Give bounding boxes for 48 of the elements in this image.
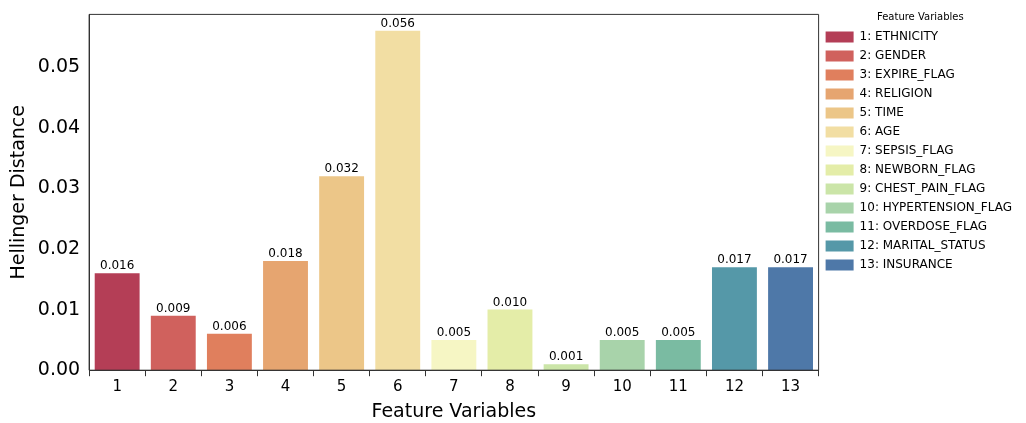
data-label: 0.017	[717, 252, 752, 267]
legend-label: 2: GENDER	[859, 48, 927, 63]
data-label: 0.009	[156, 300, 191, 315]
y-tick-label: 0.04	[37, 114, 81, 137]
x-tick-label: 9	[561, 376, 571, 395]
legend-title: Feature Variables	[876, 10, 964, 22]
legend-label: 1: ETHNICITY	[859, 29, 939, 44]
legend-label: 10: HYPERTENSION_FLAG	[859, 200, 1012, 215]
y-tick-label: 0.03	[37, 175, 81, 198]
data-label: 0.006	[212, 318, 247, 333]
x-tick-label: 1	[112, 376, 122, 395]
data-label: 0.005	[661, 325, 696, 340]
y-tick-label: 0.02	[37, 235, 81, 258]
data-label: 0.016	[99, 258, 135, 273]
legend-label: 5: TIME	[859, 105, 904, 120]
data-label: 0.001	[548, 349, 584, 364]
legend-label: 11: OVERDOSE_FLAG	[859, 219, 988, 234]
x-tick-label: 7	[449, 376, 459, 395]
x-tick-label: 8	[505, 376, 515, 395]
data-label: 0.005	[436, 325, 472, 340]
x-tick-label: 3	[224, 376, 235, 395]
data-label: 0.056	[380, 15, 415, 30]
data-label: 0.032	[324, 161, 359, 176]
legend-label: 6: AGE	[859, 124, 900, 139]
x-tick-label: 13	[781, 376, 801, 395]
data-label: 0.017	[773, 252, 808, 267]
data-label: 0.010	[492, 294, 528, 309]
legend-label: 9: CHEST_PAIN_FLAG	[859, 181, 986, 196]
data-label: 0.005	[605, 325, 640, 340]
y-tick-label: 0.05	[37, 54, 81, 77]
x-tick-label: 2	[168, 376, 179, 395]
x-tick-label: 6	[392, 376, 403, 395]
y-tick-label: 0.01	[37, 296, 81, 319]
x-axis-title: Feature Variables	[371, 398, 537, 421]
legend-label: 8: NEWBORN_FLAG	[859, 162, 976, 177]
x-tick-label: 10	[612, 376, 632, 395]
x-tick-label: 11	[668, 376, 688, 395]
legend-label: 4: RELIGION	[859, 86, 933, 101]
legend-label: 7: SEPSIS_FLAG	[859, 143, 954, 158]
x-tick-label: 5	[336, 376, 347, 395]
y-tick-label: 0.00	[37, 357, 81, 380]
x-tick-label: 12	[724, 376, 744, 395]
legend-label: 3: EXPIRE_FLAG	[859, 67, 955, 82]
data-label: 0.018	[268, 246, 303, 261]
legend-label: 13: INSURANCE	[859, 257, 953, 272]
y-axis-title: Hellinger Distance	[6, 105, 29, 280]
legend-label: 12: MARITAL_STATUS	[859, 238, 986, 253]
x-tick-label: 4	[280, 376, 291, 395]
